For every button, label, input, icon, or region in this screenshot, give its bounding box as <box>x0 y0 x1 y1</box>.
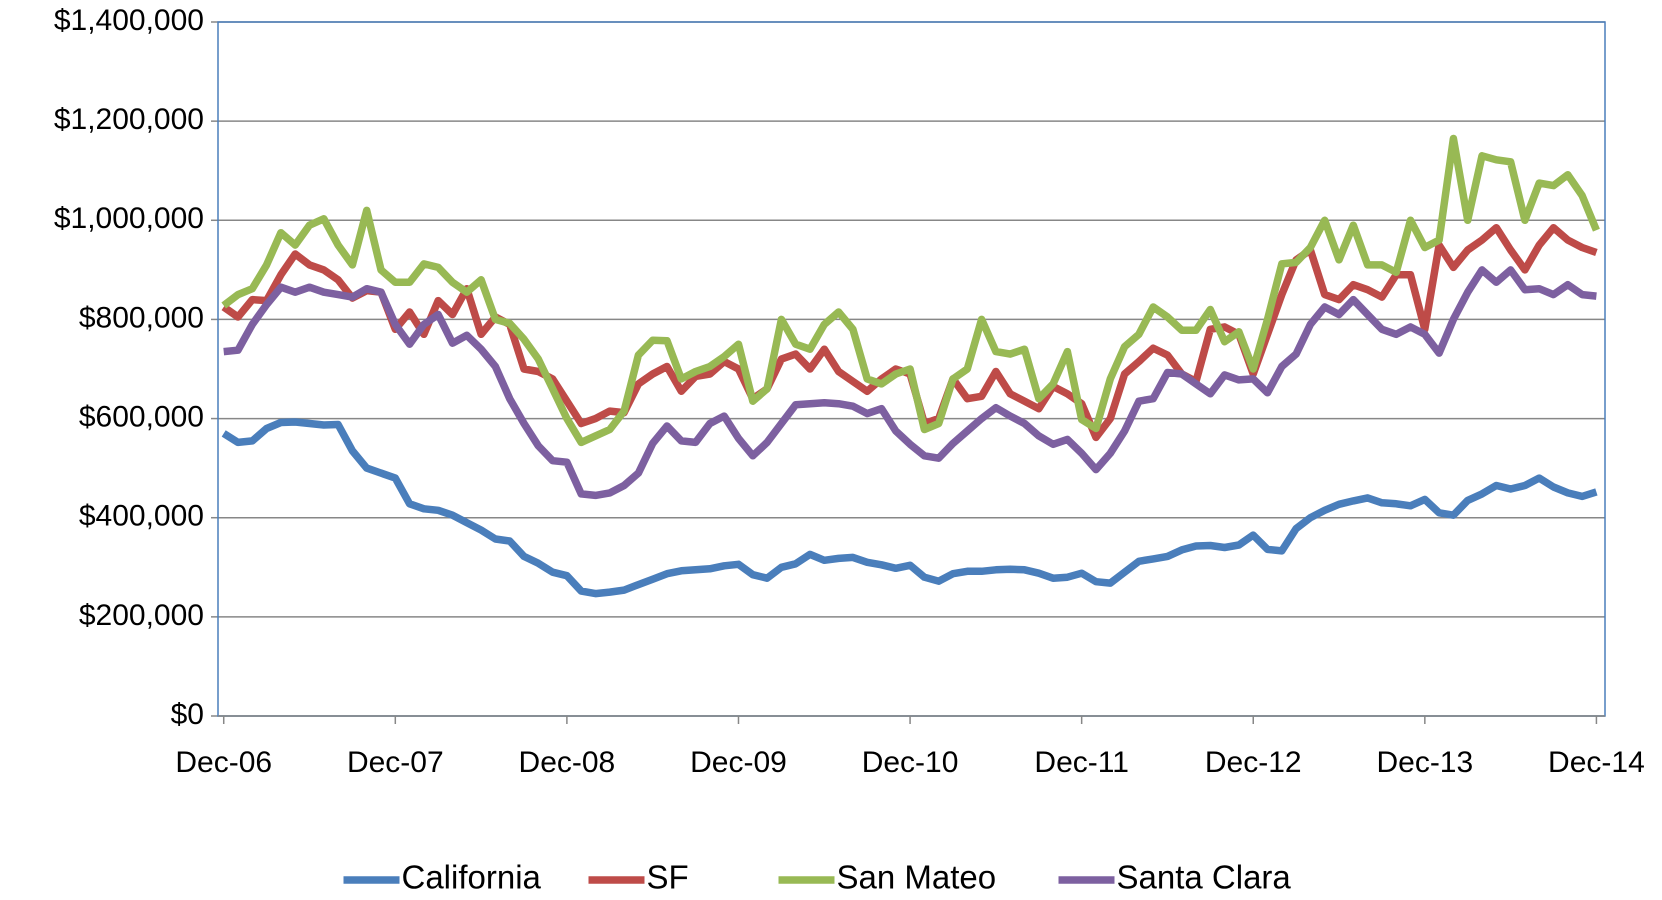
legend-item: California <box>343 859 542 896</box>
y-tick-label: $0 <box>171 698 204 731</box>
legend-label: California <box>402 859 542 896</box>
x-tick-label: Dec-06 <box>175 746 272 779</box>
y-tick-label: $1,200,000 <box>54 103 204 136</box>
y-tick-label: $1,000,000 <box>54 202 204 235</box>
y-tick-label: $400,000 <box>79 500 204 533</box>
x-tick-label: Dec-08 <box>519 746 616 779</box>
data-line <box>223 266 1597 500</box>
y-tick-label: $800,000 <box>79 301 204 334</box>
legend-item: SF <box>588 859 689 896</box>
legend-label: SF <box>647 859 689 896</box>
x-tick-label: Dec-09 <box>690 746 787 779</box>
legend-item: Santa Clara <box>1058 859 1292 896</box>
y-tick-label: $1,400,000 <box>54 4 204 37</box>
x-tick-label: Dec-12 <box>1205 746 1302 779</box>
x-tick-label: Dec-10 <box>862 746 959 779</box>
x-tick-label: Dec-07 <box>347 746 444 779</box>
legend-item: San Mateo <box>778 859 997 896</box>
y-tick-label: $200,000 <box>79 599 204 632</box>
legend-label: San Mateo <box>837 859 997 896</box>
x-tick-label: Dec-11 <box>1034 746 1128 779</box>
y-tick-label: $600,000 <box>79 400 204 433</box>
data-line <box>221 134 1600 447</box>
x-tick-label: Dec-14 <box>1548 746 1645 779</box>
legend-label: Santa Clara <box>1117 859 1292 896</box>
x-tick-label: Dec-13 <box>1376 746 1473 779</box>
data-line <box>221 418 1598 598</box>
